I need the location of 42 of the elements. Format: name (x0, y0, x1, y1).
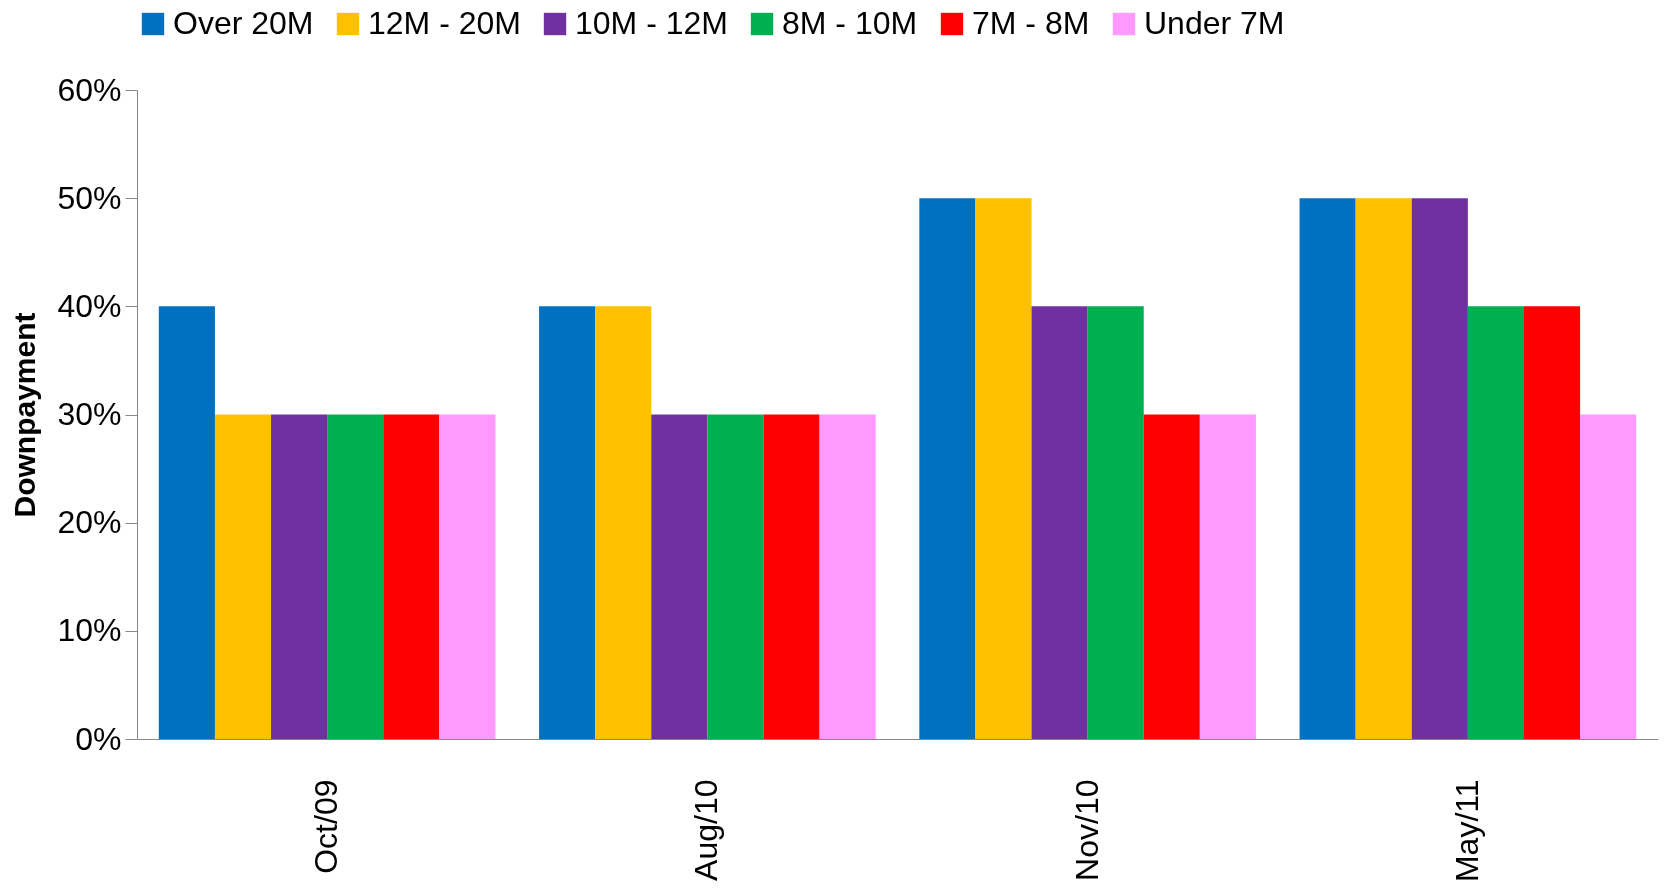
x-tick-label: Nov/10 (1068, 779, 1105, 881)
y-tick-label: 0% (75, 720, 122, 757)
legend-label: 7M - 8M (972, 5, 1090, 41)
bar (1299, 198, 1356, 739)
x-tick-label: Oct/09 (308, 779, 345, 874)
legend-label: Under 7M (1144, 5, 1285, 41)
bar (595, 306, 652, 739)
bar (271, 414, 328, 739)
y-tick-label: 20% (57, 504, 122, 541)
bar (1523, 306, 1581, 739)
bar (439, 414, 496, 739)
bar (327, 414, 384, 739)
bar (763, 414, 820, 739)
bar (1143, 414, 1200, 739)
bar (707, 414, 764, 739)
bar (1580, 414, 1637, 739)
bar (1199, 414, 1256, 739)
bar (1355, 198, 1412, 739)
bar (651, 414, 708, 739)
legend-label: 10M - 12M (575, 5, 728, 41)
legend-label: Over 20M (173, 5, 314, 41)
legend-label: 12M - 20M (368, 5, 521, 41)
bar (919, 198, 976, 739)
y-axis-title: Downpayment (8, 312, 42, 518)
x-tick-label: May/11 (1448, 779, 1485, 883)
y-tick-label: 30% (57, 396, 122, 432)
y-tick-label: 40% (57, 287, 122, 324)
y-tick-label: 10% (57, 612, 122, 649)
bar (158, 306, 215, 739)
bar (1411, 198, 1468, 739)
y-tick-label: 50% (57, 179, 122, 216)
y-tick-label: 60% (57, 71, 122, 108)
x-tick-label: Aug/10 (688, 779, 725, 881)
legend-label: 8M - 10M (782, 5, 918, 41)
bar (819, 414, 876, 739)
bar (539, 306, 596, 739)
bar (975, 198, 1032, 739)
bar (383, 414, 440, 739)
bar (1087, 306, 1144, 739)
bar (214, 414, 272, 739)
bar (1467, 306, 1524, 739)
bar (1031, 306, 1088, 739)
